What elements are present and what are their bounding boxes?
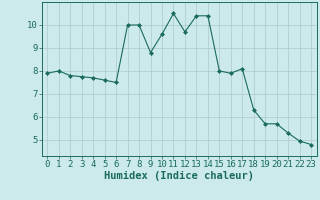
X-axis label: Humidex (Indice chaleur): Humidex (Indice chaleur) (104, 171, 254, 181)
